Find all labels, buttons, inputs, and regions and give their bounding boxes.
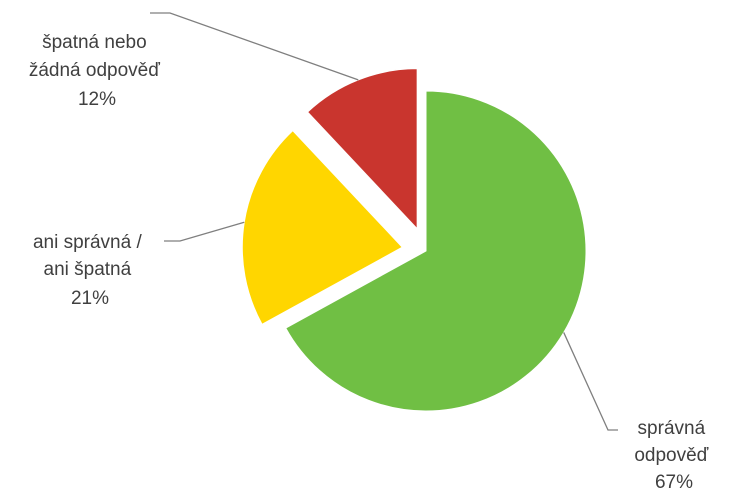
slice-label-correct: správná odpověď 67% [634, 418, 713, 493]
pie-slices [241, 68, 587, 412]
leader-lines [150, 12, 618, 431]
leader-line-slice-wrong [150, 12, 359, 81]
slice-neutral [241, 129, 404, 326]
leader-line-slice-neutral [164, 221, 245, 242]
slice-label-wrong: špatná nebo žádná odpověď 12% [29, 32, 165, 110]
slice-label-neutral: ani správná / ani špatná 21% [33, 232, 147, 309]
slice-correct [285, 90, 587, 412]
leader-line-slice-correct [563, 332, 618, 431]
